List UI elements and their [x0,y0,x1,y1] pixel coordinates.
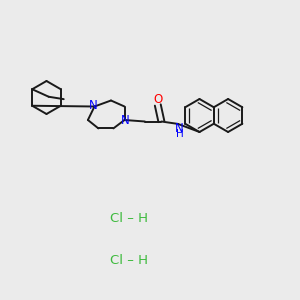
Text: Cl – H: Cl – H [110,212,148,226]
Text: N: N [89,99,98,112]
Text: Cl – H: Cl – H [110,254,148,268]
Text: N: N [121,113,130,127]
Text: H: H [176,129,183,139]
Text: O: O [153,93,162,106]
Text: N: N [175,122,184,135]
